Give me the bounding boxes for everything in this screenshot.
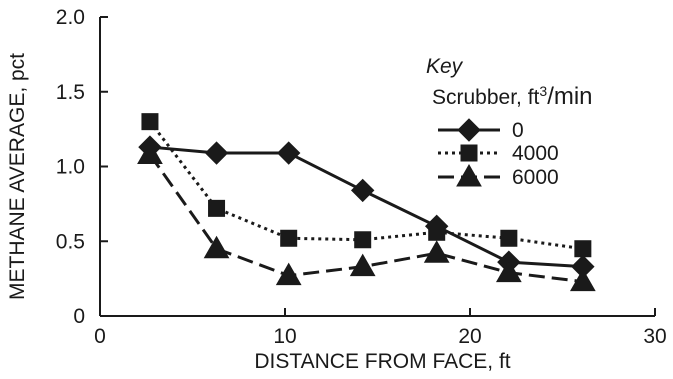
- legend-title-sup: 3: [539, 83, 547, 99]
- legend-entry: 0: [438, 118, 524, 142]
- legend-label: 0: [512, 119, 524, 142]
- data-point: [208, 199, 226, 217]
- data-point: [569, 268, 596, 292]
- data-point: [354, 231, 372, 249]
- y-tick-label: 1.0: [56, 156, 85, 179]
- data-point: [275, 262, 302, 286]
- series-4000: [141, 113, 592, 258]
- data-point: [141, 113, 159, 131]
- y-tick-label: 2.0: [56, 6, 85, 29]
- legend-title: Scrubber, ft3/min: [432, 83, 593, 110]
- data-point: [500, 229, 518, 247]
- x-tick-label: 20: [458, 325, 481, 348]
- y-axis-label: METHANE AVERAGE, pct: [6, 53, 29, 300]
- data-point: [349, 253, 376, 277]
- x-tick-label: 10: [273, 325, 296, 348]
- data-point: [423, 240, 450, 263]
- legend-entry: 4000: [438, 142, 559, 165]
- data-point: [495, 259, 522, 283]
- legend-entry: 6000: [438, 163, 559, 189]
- legend-title-suffix: /min: [547, 83, 592, 110]
- y-tick-label: 0: [73, 305, 85, 328]
- data-point: [280, 229, 298, 247]
- x-tick-label: 0: [94, 325, 106, 348]
- legend-marker: [460, 144, 478, 162]
- data-point: [203, 235, 230, 259]
- x-axis-label: DISTANCE FROM FACE, ft: [254, 350, 510, 373]
- y-tick-label: 1.5: [56, 81, 85, 104]
- y-tick-label: 0.5: [56, 230, 85, 253]
- data-point: [428, 223, 446, 241]
- data-point: [137, 141, 163, 165]
- y-axis-ticks: 0 0.5 1.0 1.5 2.0: [56, 6, 108, 328]
- legend-label: 4000: [512, 142, 559, 165]
- data-point: [574, 240, 592, 258]
- x-tick-label: 30: [643, 325, 666, 348]
- legend-title-prefix: Scrubber, ft: [432, 86, 540, 109]
- chart-axes: [99, 17, 655, 317]
- data-point: [350, 178, 375, 203]
- legend-marker: [457, 118, 481, 142]
- legend-marker: [456, 163, 482, 187]
- series-layer: [137, 113, 596, 292]
- x-axis-ticks: 0 10 20 30: [94, 308, 667, 348]
- series-6000: [137, 141, 596, 292]
- legend-label: 6000: [512, 166, 559, 189]
- data-point: [204, 141, 229, 165]
- legend-key-label: Key: [426, 55, 464, 78]
- data-point: [276, 141, 301, 165]
